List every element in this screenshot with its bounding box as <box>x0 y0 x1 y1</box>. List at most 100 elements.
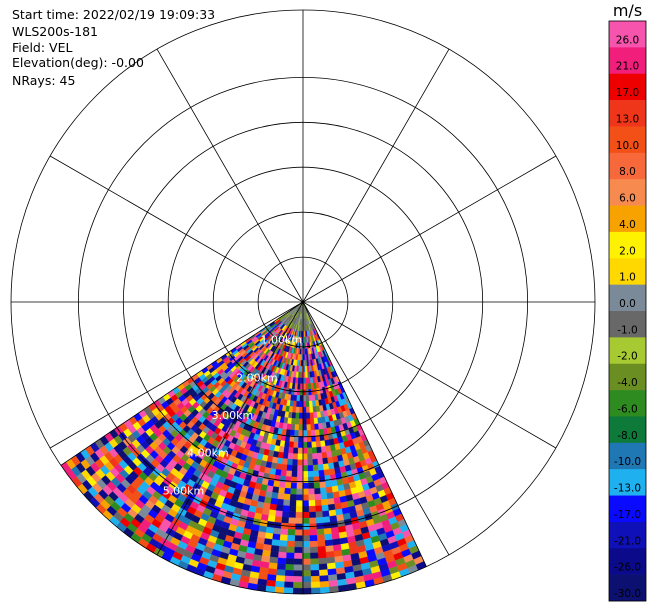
velocity-gate <box>276 505 283 512</box>
velocity-gate <box>319 564 328 571</box>
velocity-gate <box>313 465 319 471</box>
velocity-gate <box>326 487 333 494</box>
velocity-gate <box>307 448 312 454</box>
velocity-gate <box>278 487 285 494</box>
colorbar-tick-label: -13.0 <box>614 483 641 495</box>
velocity-gate <box>283 453 289 459</box>
velocity-gate <box>319 476 325 482</box>
velocity-gate <box>274 516 282 523</box>
velocity-gate <box>322 452 328 458</box>
velocity-gate <box>309 529 317 535</box>
velocity-gate <box>286 558 294 564</box>
velocity-gate <box>333 544 342 551</box>
velocity-gate <box>305 360 307 366</box>
velocity-gate <box>309 401 313 407</box>
velocity-gate <box>315 506 322 512</box>
velocity-gate <box>308 471 314 477</box>
velocity-gate <box>265 533 273 540</box>
velocity-gate <box>305 372 308 378</box>
velocity-gate <box>311 430 316 436</box>
velocity-gate <box>279 482 285 489</box>
velocity-gate <box>269 510 276 517</box>
velocity-gate <box>331 480 338 487</box>
velocity-gate <box>316 517 323 523</box>
velocity-gate <box>310 547 318 553</box>
range-ring-label: 4.00km <box>187 447 229 460</box>
colorbar-tick-label: 4.0 <box>619 219 636 231</box>
velocity-gate <box>295 413 299 419</box>
velocity-gate <box>290 500 297 506</box>
colorbar-tick-label: 8.0 <box>619 166 636 178</box>
velocity-gate <box>317 529 325 535</box>
velocity-gate <box>282 511 289 517</box>
start-time-text: Start time: 2022/02/19 19:09:33 <box>12 7 215 22</box>
velocity-gate <box>309 518 316 524</box>
colorbar-tick-label: -8.0 <box>617 430 638 442</box>
velocity-gate <box>305 389 308 395</box>
velocity-gate <box>293 442 298 448</box>
velocity-gate <box>280 470 286 477</box>
range-ring-label: 2.00km <box>236 371 278 384</box>
velocity-gate <box>298 430 302 436</box>
velocity-gate <box>295 419 299 425</box>
velocity-gate <box>299 401 302 407</box>
velocity-gate <box>322 511 329 518</box>
velocity-gate <box>289 512 296 518</box>
velocity-gate <box>318 464 324 470</box>
velocity-gate <box>269 557 278 564</box>
velocity-gate <box>277 493 284 500</box>
velocity-gate <box>268 568 277 575</box>
velocity-gate <box>285 476 291 482</box>
velocity-gate <box>295 536 303 542</box>
velocity-gate <box>273 481 280 488</box>
velocity-gate <box>331 527 339 534</box>
velocity-gate <box>292 459 297 465</box>
velocity-gate <box>307 459 312 465</box>
velocity-gate <box>333 491 340 498</box>
velocity-gate <box>316 447 321 453</box>
velocity-gate <box>284 576 293 582</box>
velocity-gate <box>305 378 308 384</box>
velocity-gate <box>284 588 293 594</box>
velocity-gate <box>310 553 318 559</box>
velocity-gate <box>285 482 291 488</box>
velocity-gate <box>306 419 310 425</box>
velocity-gate <box>296 500 302 506</box>
velocity-gate <box>307 372 310 378</box>
velocity-gate <box>321 499 328 506</box>
velocity-gate <box>305 384 308 390</box>
velocity-gate <box>296 407 300 413</box>
velocity-gate <box>283 500 290 506</box>
colorbar-tick-label: 26.0 <box>616 34 639 46</box>
velocity-gate <box>311 588 320 594</box>
velocity-gate <box>266 580 276 587</box>
velocity-gate <box>293 571 302 577</box>
velocity-gate <box>286 471 292 477</box>
velocity-gate <box>308 483 314 489</box>
colorbar-tick-label: 17.0 <box>616 87 639 99</box>
velocity-gate <box>295 518 302 524</box>
velocity-gate <box>308 494 314 500</box>
colorbar-tick-label: -6.0 <box>617 404 638 416</box>
velocity-gate <box>316 441 321 447</box>
velocity-gate <box>271 539 279 546</box>
velocity-gate <box>317 453 322 459</box>
velocity-gate <box>285 570 294 576</box>
velocity-gate <box>306 407 310 413</box>
velocity-gate <box>327 563 336 570</box>
velocity-gate <box>322 458 328 465</box>
velocity-gate <box>313 412 317 418</box>
velocity-gate <box>299 407 303 413</box>
velocity-gate <box>294 565 303 571</box>
velocity-gate <box>295 530 302 536</box>
velocity-gate <box>296 401 300 407</box>
velocity-gate <box>305 355 307 361</box>
velocity-gate <box>317 541 325 547</box>
velocity-gate <box>296 395 299 401</box>
velocity-gate <box>307 442 312 448</box>
velocity-gate <box>314 418 318 424</box>
velocity-gate <box>309 500 316 506</box>
velocity-gate <box>329 516 337 523</box>
velocity-gate <box>309 512 316 518</box>
